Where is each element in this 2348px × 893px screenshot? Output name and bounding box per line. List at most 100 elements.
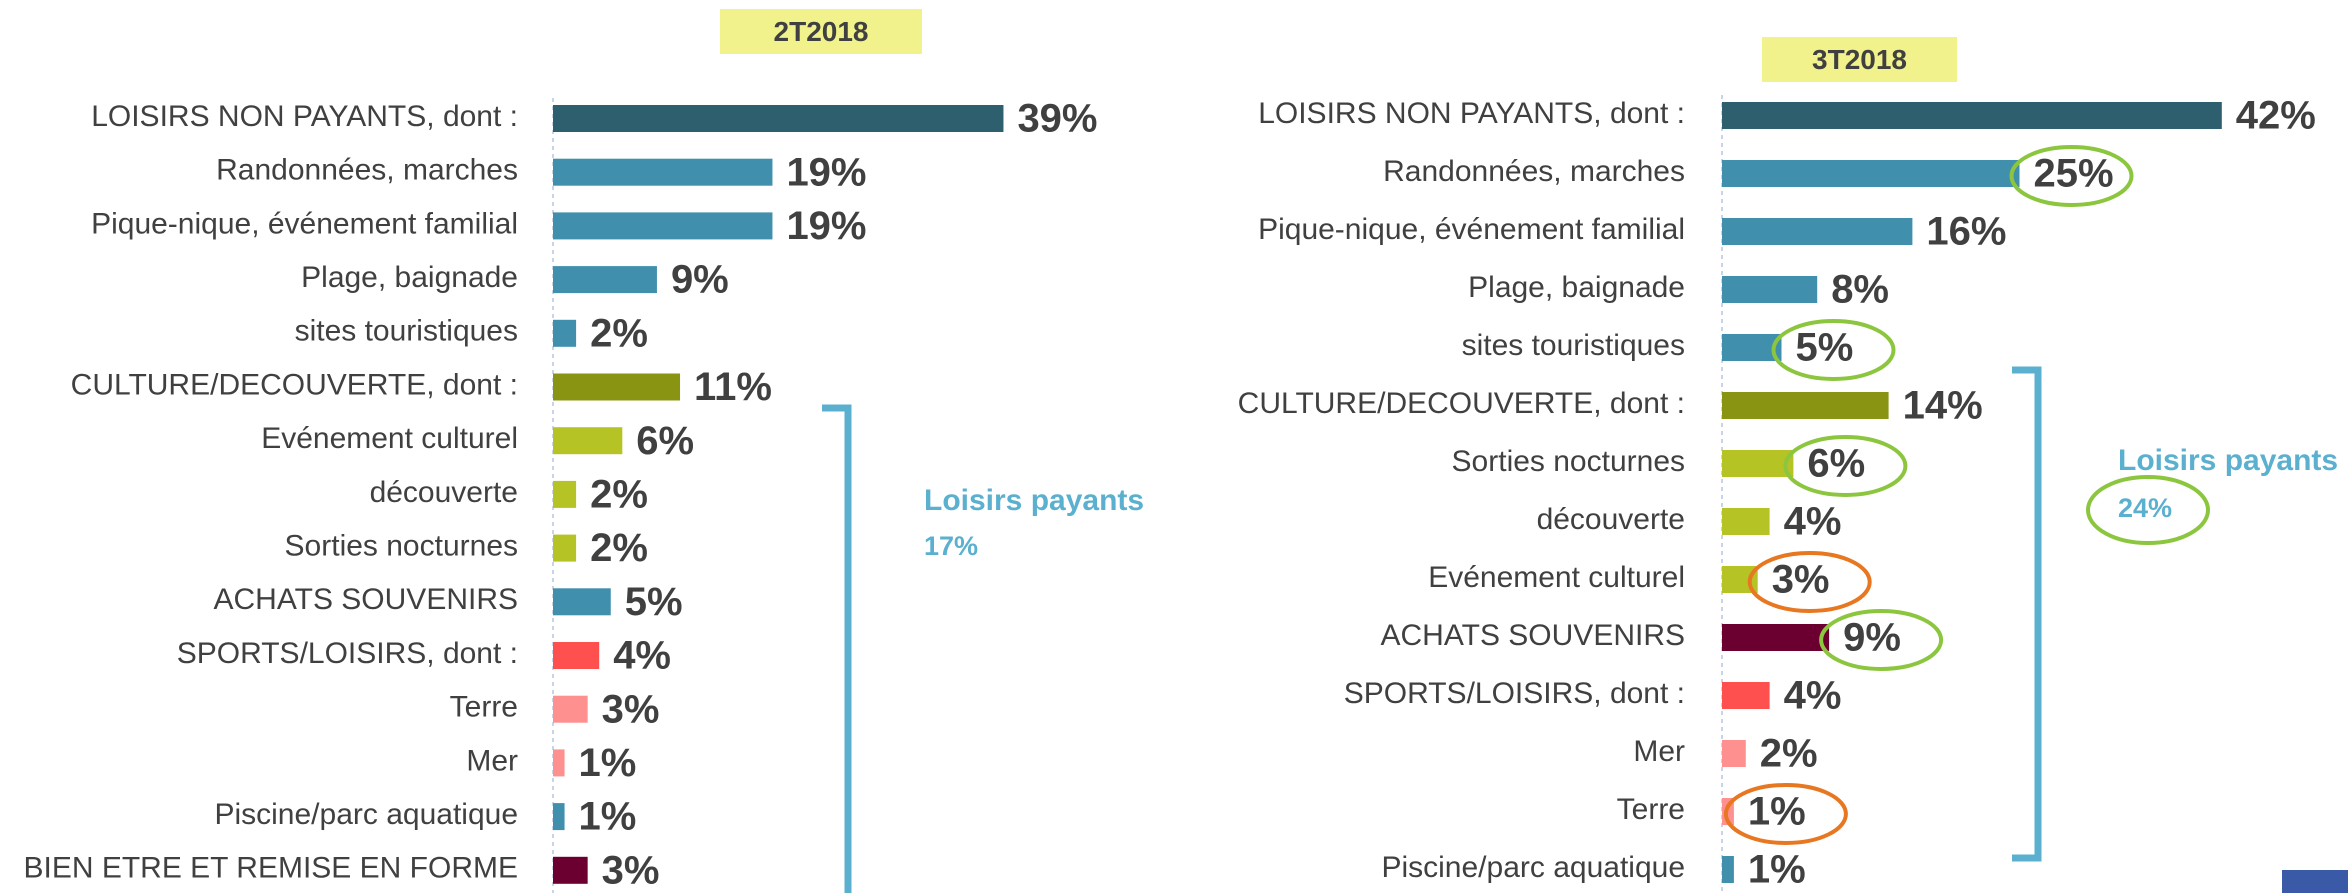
annotation: Loisirs payants (924, 484, 1144, 517)
bar (1722, 392, 1889, 419)
highlight-circle (1771, 319, 1896, 381)
highlight-circle (1819, 609, 1944, 671)
bar (1722, 740, 1746, 767)
bar (553, 856, 588, 884)
category-label: BIEN ETRE ET REMISE EN FORME (23, 852, 518, 885)
bar (553, 319, 577, 347)
value-label: 2% (590, 472, 648, 516)
category-label: Mer (466, 744, 518, 777)
value-label: 4% (1784, 674, 1842, 718)
value-label: 11% (694, 365, 772, 409)
category-label: Piscine/parc aquatique (1381, 851, 1685, 884)
bar (1722, 682, 1770, 709)
category-label: Pique-nique, événement familial (1258, 213, 1685, 246)
highlight-circle (2009, 145, 2134, 207)
bracket (822, 404, 852, 893)
bar (1722, 334, 1782, 361)
bar (553, 427, 623, 455)
value-label: 25% (2034, 152, 2114, 196)
value-label: 5% (625, 580, 683, 624)
category-label: SPORTS/LOISIRS, dont : (177, 637, 518, 670)
bar (553, 373, 681, 401)
value-label: 19% (786, 150, 866, 194)
value-label: 14% (1903, 384, 1983, 428)
category-label: Plage, baignade (1468, 271, 1685, 304)
bar (553, 749, 565, 777)
value-label: 42% (2236, 94, 2316, 138)
value-label: 9% (1843, 616, 1901, 660)
value-label: 1% (1748, 848, 1806, 892)
highlight-circle (2086, 475, 2210, 545)
category-label: découverte (370, 476, 518, 509)
annotation: 24% (2118, 493, 2172, 523)
bar (553, 212, 773, 240)
category-label: Sorties nocturnes (285, 530, 518, 563)
annotation: 17% (924, 531, 978, 561)
value-label: 39% (1017, 97, 1097, 141)
bar (553, 588, 611, 616)
annotation: Loisirs payants (2118, 444, 2338, 477)
highlight-circle (1723, 783, 1848, 845)
bar (1722, 102, 2222, 129)
value-label: 2% (590, 311, 648, 355)
category-label: sites touristiques (295, 315, 518, 348)
category-label: LOISIRS NON PAYANTS, dont : (1258, 97, 1685, 130)
value-label: 3% (602, 687, 660, 731)
bar (553, 695, 588, 723)
bar (553, 642, 600, 669)
bar (553, 266, 657, 294)
category-label: Evénement culturel (261, 422, 518, 455)
category-label: Terre (1617, 793, 1685, 826)
category-label: CULTURE/DECOUVERTE, dont : (1238, 387, 1685, 420)
bar (1722, 624, 1830, 651)
category-label: ACHATS SOUVENIRS (1381, 619, 1686, 652)
bar (553, 480, 577, 508)
value-label: 4% (1784, 500, 1842, 544)
category-label: découverte (1537, 503, 1685, 536)
value-label: 16% (1926, 210, 2006, 254)
value-label: 2% (1760, 732, 1818, 776)
chart-title: 3T2018 (1812, 44, 1907, 75)
bar (1722, 508, 1770, 535)
value-label: 2% (590, 526, 648, 570)
value-label: 6% (1807, 442, 1865, 486)
category-label: sites touristiques (1462, 329, 1685, 362)
category-label: Randonnées, marches (216, 154, 518, 187)
chart-title: 2T2018 (774, 16, 869, 47)
value-label: 9% (671, 258, 729, 302)
highlight-circle (1747, 551, 1872, 613)
bar (1722, 160, 2020, 187)
highlight-circle (1783, 435, 1908, 497)
category-label: Mer (1633, 735, 1685, 768)
bar (553, 534, 577, 562)
title-box (720, 9, 922, 54)
bar (1722, 276, 1818, 303)
value-label: 3% (602, 848, 660, 892)
bar (553, 158, 773, 186)
value-label: 4% (613, 634, 671, 678)
value-label: 1% (579, 741, 637, 785)
category-label: SPORTS/LOISIRS, dont : (1344, 677, 1685, 710)
category-label: Terre (450, 691, 518, 724)
logo (2282, 870, 2348, 893)
value-label: 8% (1831, 268, 1889, 312)
bar (553, 105, 1004, 132)
title-box (1762, 37, 1957, 82)
category-label: Piscine/parc aquatique (214, 798, 518, 831)
category-label: Pique-nique, événement familial (91, 207, 518, 240)
bar (1722, 856, 1734, 883)
category-label: Plage, baignade (301, 261, 518, 294)
bar (553, 803, 565, 831)
category-label: Sorties nocturnes (1452, 445, 1685, 478)
bracket (2012, 366, 2042, 862)
category-label: Randonnées, marches (1383, 155, 1685, 188)
bar (1722, 218, 1913, 245)
value-label: 1% (579, 795, 637, 839)
category-label: LOISIRS NON PAYANTS, dont : (91, 100, 518, 133)
value-label: 6% (636, 419, 694, 463)
value-label: 1% (1748, 790, 1806, 834)
bar (1722, 450, 1794, 477)
value-label: 3% (1772, 558, 1830, 602)
category-label: Evénement culturel (1428, 561, 1685, 594)
